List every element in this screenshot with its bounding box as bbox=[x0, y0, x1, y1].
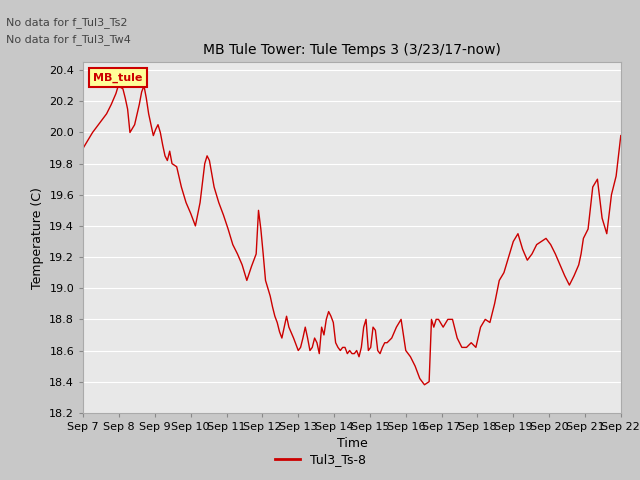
Text: No data for f_Tul3_Ts2: No data for f_Tul3_Ts2 bbox=[6, 17, 128, 28]
X-axis label: Time: Time bbox=[337, 437, 367, 450]
Title: MB Tule Tower: Tule Temps 3 (3/23/17-now): MB Tule Tower: Tule Temps 3 (3/23/17-now… bbox=[203, 43, 501, 57]
Legend: MB_tule: MB_tule bbox=[89, 68, 147, 87]
Text: No data for f_Tul3_Tw4: No data for f_Tul3_Tw4 bbox=[6, 34, 131, 45]
Legend: Tul3_Ts-8: Tul3_Ts-8 bbox=[269, 448, 371, 471]
Y-axis label: Temperature (C): Temperature (C) bbox=[31, 187, 44, 288]
